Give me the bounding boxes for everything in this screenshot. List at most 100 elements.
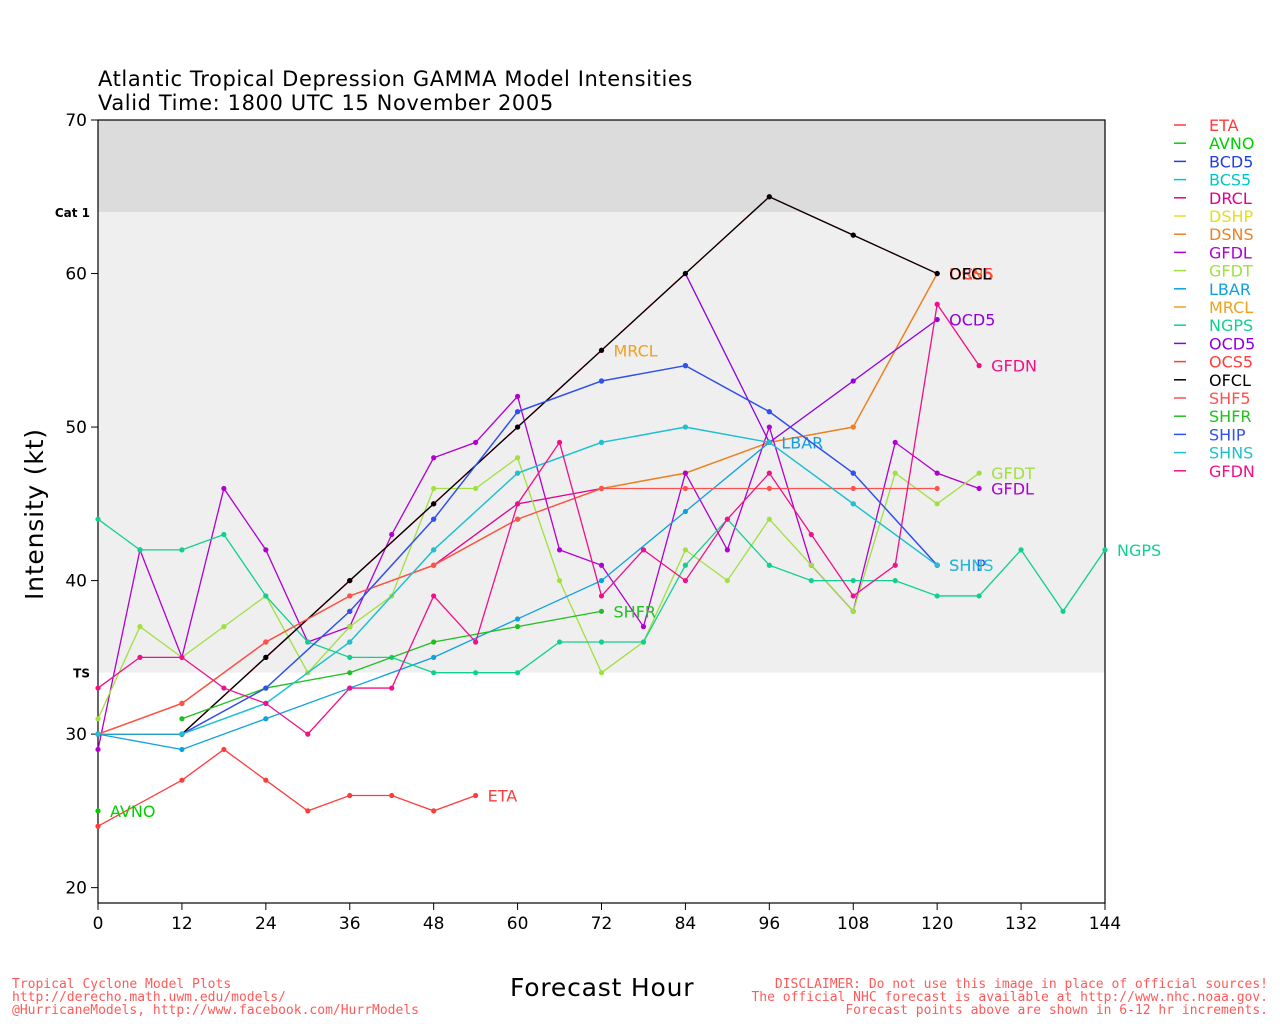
series-end-label: OFCL — [949, 265, 991, 284]
data-point — [347, 624, 353, 630]
data-point — [95, 823, 101, 829]
data-point — [976, 593, 982, 599]
data-point — [598, 670, 605, 676]
legend-entry: MRCL — [1209, 298, 1253, 317]
data-point — [473, 439, 479, 446]
data-point — [598, 639, 605, 645]
data-point — [137, 547, 143, 553]
series-end-label: GFDN — [991, 357, 1037, 376]
data-point — [682, 424, 689, 430]
data-point — [724, 516, 730, 522]
data-point — [95, 516, 101, 522]
data-point — [1018, 547, 1024, 553]
data-point — [179, 746, 185, 753]
data-point — [347, 593, 353, 599]
data-point — [263, 716, 269, 722]
data-point — [473, 670, 479, 676]
footer-line: Tropical Cyclone Model Plots — [12, 977, 232, 992]
legend-entry: SHFR — [1209, 407, 1252, 426]
data-point — [431, 516, 437, 522]
data-point — [640, 624, 647, 630]
data-point — [724, 577, 730, 584]
data-point — [934, 470, 940, 476]
legend-entry: SHIP — [1209, 425, 1246, 444]
y-tick-label: 20 — [65, 879, 87, 899]
y-tick-label: 70 — [65, 111, 87, 131]
legend-entry: GFDL — [1209, 243, 1252, 262]
data-point — [221, 531, 227, 538]
data-point — [934, 270, 940, 277]
legend-entry: DSNS — [1209, 225, 1254, 244]
footer-link[interactable]: http://derecho.math.uwm.edu/models/ — [12, 990, 286, 1005]
footer-credits: Tropical Cyclone Model Plots http://dere… — [12, 978, 419, 1017]
data-point — [976, 485, 982, 492]
data-point — [263, 777, 269, 783]
data-point — [179, 700, 185, 707]
data-point — [263, 593, 269, 599]
legend-entry: LBAR — [1209, 280, 1251, 299]
data-point — [934, 501, 940, 507]
data-point — [221, 624, 227, 630]
footer-line: Forecast points above are shown in 6-12 … — [845, 1003, 1268, 1018]
legend-entry: BCD5 — [1209, 152, 1253, 171]
series-end-label: MRCL — [614, 341, 658, 360]
footer-link[interactable]: @HurricaneModels, http://www.facebook.co… — [12, 1003, 419, 1018]
data-point — [263, 700, 269, 707]
series-end-label: LBAR — [781, 433, 823, 452]
series-end-label: ETA — [488, 787, 518, 806]
y-tick-label: 50 — [65, 418, 87, 438]
data-point — [850, 424, 856, 430]
data-point — [137, 624, 143, 630]
data-point — [263, 654, 269, 660]
series-end-label: DSNS — [949, 265, 994, 284]
x-tick-label: 144 — [1089, 914, 1121, 934]
data-point — [976, 470, 982, 476]
data-point — [598, 577, 605, 584]
data-point — [850, 470, 856, 476]
data-point — [473, 485, 479, 492]
intensity-band — [98, 120, 1105, 213]
data-point — [179, 777, 185, 783]
legend-entry: DRCL — [1209, 189, 1252, 208]
data-point — [305, 731, 311, 737]
band-label: Cat 1 — [55, 206, 90, 220]
legend: ETAAVNOBCD5BCS5DRCLDSHPDSNSGFDLGFDTLBARM… — [1174, 116, 1255, 481]
x-tick-label: 36 — [339, 914, 361, 934]
legend-entry: OCS5 — [1209, 353, 1253, 372]
legend-entry: DSHP — [1209, 207, 1254, 226]
series-eta: ETA — [95, 746, 518, 829]
series-shns: SHNS — [95, 424, 993, 737]
series-line — [97, 456, 980, 720]
data-point — [514, 516, 521, 522]
data-point — [221, 685, 227, 691]
data-point — [976, 363, 982, 369]
data-point — [640, 639, 647, 645]
data-point — [934, 593, 940, 599]
series-end-label: AVNO — [110, 802, 155, 821]
series-end-label: GFDT — [991, 464, 1035, 483]
data-point — [598, 378, 605, 384]
data-point — [179, 654, 185, 660]
data-point — [808, 577, 814, 584]
data-point — [556, 577, 563, 584]
series-ship: SHIP — [95, 363, 986, 737]
data-point — [431, 562, 437, 568]
data-point — [934, 485, 940, 492]
data-point — [850, 593, 856, 599]
legend-entry: OCD5 — [1209, 334, 1255, 353]
data-point — [598, 347, 605, 353]
data-point — [431, 485, 437, 492]
legend-entry: BCS5 — [1209, 171, 1251, 190]
data-point — [389, 685, 395, 691]
x-tick-label: 72 — [591, 914, 613, 934]
data-point — [724, 547, 730, 553]
data-point — [137, 654, 143, 660]
data-point — [892, 577, 898, 584]
footer-line: The official NHC forecast is available a… — [751, 990, 1268, 1005]
data-point — [850, 232, 856, 238]
data-point — [682, 577, 689, 584]
series-ofcl: OFCL — [95, 194, 991, 737]
data-point — [95, 746, 101, 753]
chart-subtitle: Valid Time: 1800 UTC 15 November 2005 — [98, 91, 554, 115]
